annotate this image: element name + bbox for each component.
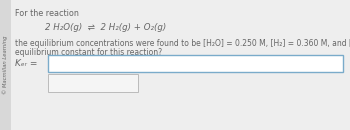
FancyBboxPatch shape bbox=[48, 74, 138, 92]
Text: x10: x10 bbox=[53, 84, 67, 93]
Text: Kₑᵣ =: Kₑᵣ = bbox=[15, 60, 37, 69]
Text: 2 H₂O(g)  ⇌  2 H₂(g) + O₂(g): 2 H₂O(g) ⇌ 2 H₂(g) + O₂(g) bbox=[45, 23, 166, 32]
Text: the equilibrium concentrations were found to be [H₂O] = 0.250 M, [H₂] = 0.360 M,: the equilibrium concentrations were foun… bbox=[15, 39, 350, 48]
Text: equilibrium constant for this reaction?: equilibrium constant for this reaction? bbox=[15, 48, 162, 57]
Text: TOOLS: TOOLS bbox=[60, 76, 88, 85]
Text: ✓: ✓ bbox=[53, 76, 60, 85]
FancyBboxPatch shape bbox=[48, 55, 343, 72]
Text: © Macmillan Learning: © Macmillan Learning bbox=[2, 36, 8, 94]
Text: For the reaction: For the reaction bbox=[15, 9, 79, 18]
Bar bbox=[0, 0, 11, 130]
